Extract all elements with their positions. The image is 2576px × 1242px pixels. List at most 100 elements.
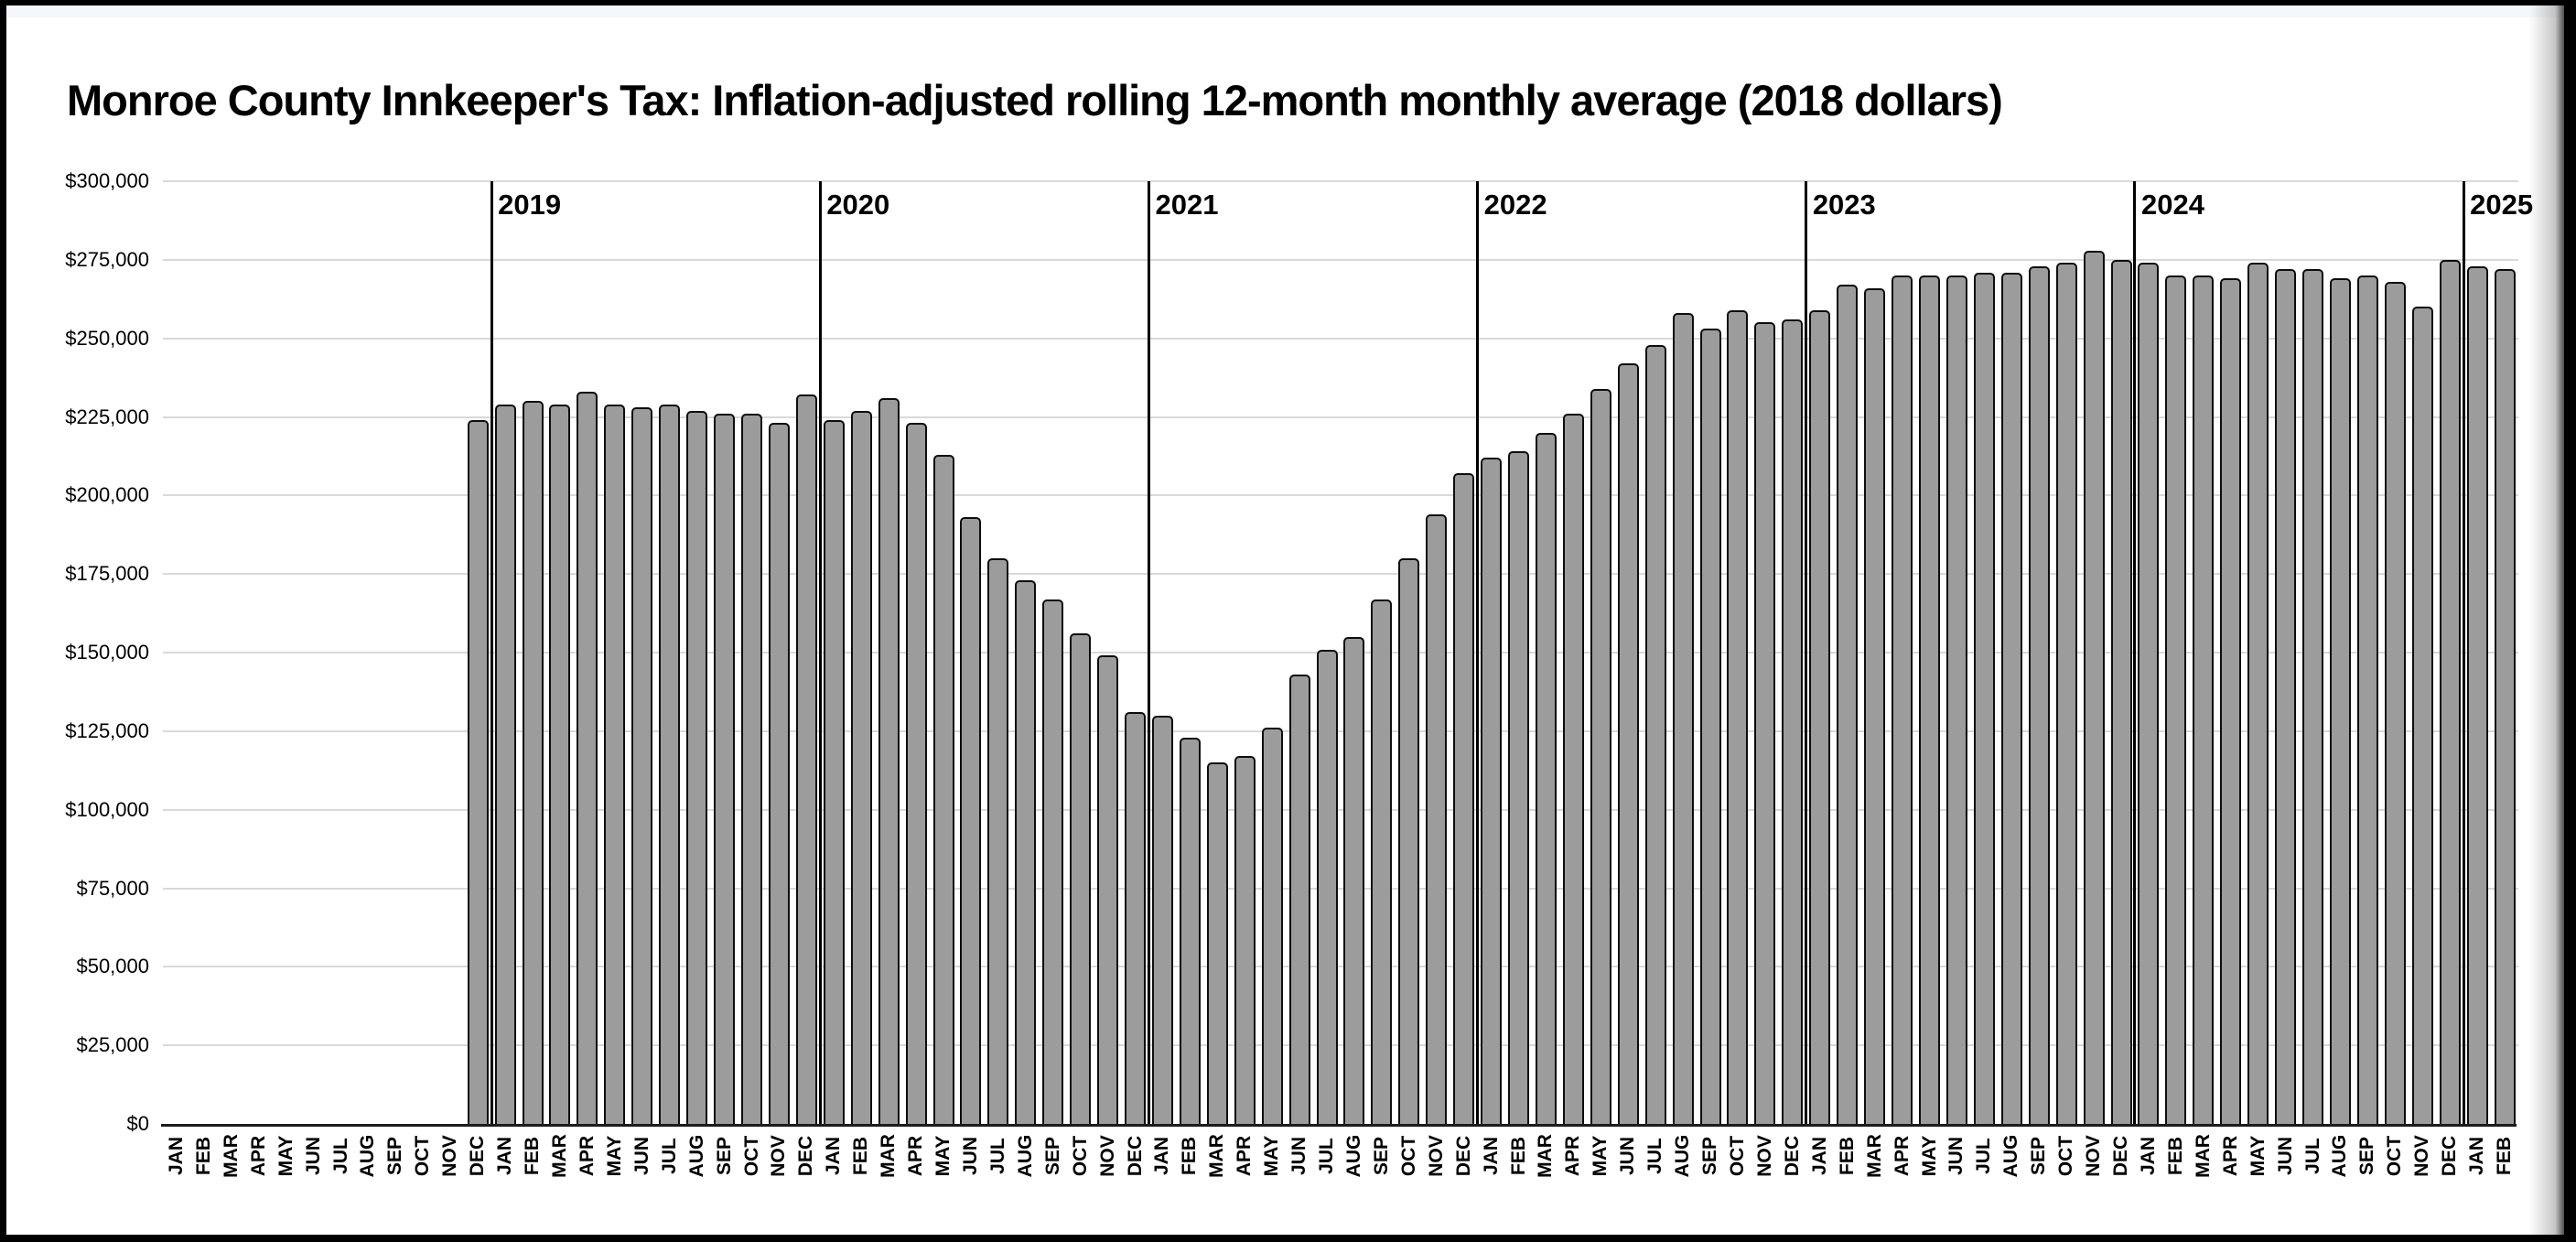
month-label: JUL (1644, 1138, 1666, 1174)
bar (1782, 319, 1804, 1124)
y-tick-label: $200,000 (65, 483, 149, 507)
gridline (163, 652, 2518, 653)
bar (2384, 282, 2406, 1124)
month-label: DEC (2439, 1135, 2461, 1177)
gridline (163, 573, 2518, 576)
month-label: AUG (2329, 1134, 2351, 1178)
x-axis-labels: JAN FEB MAR APR MAY JUN JUL AUG SEP OCT NOV DEC JAN F… (163, 1134, 2518, 1198)
y-tick-label: $100,000 (65, 797, 149, 821)
bar (850, 411, 872, 1124)
month-label: FEB (1507, 1137, 1529, 1175)
x-axis-line (161, 1124, 2517, 1127)
y-tick-label: $125,000 (65, 718, 149, 742)
bar (1206, 762, 1228, 1124)
bar (1125, 712, 1147, 1124)
month-label: OCT (412, 1135, 434, 1177)
bar (522, 401, 544, 1124)
bar (987, 558, 1009, 1124)
month-label: NOV (1753, 1135, 1775, 1177)
month-label: NOV (439, 1135, 461, 1177)
gridline (163, 808, 2518, 811)
bar (1151, 716, 1173, 1124)
y-tick-label: $300,000 (65, 169, 149, 192)
month-label: SEP (384, 1136, 406, 1176)
y-tick-label: $225,000 (65, 405, 149, 428)
month-label: OCT (2384, 1135, 2406, 1177)
month-label: MAY (1261, 1135, 1283, 1177)
y-tick-label: $175,000 (65, 562, 149, 586)
year-label: 2024 (2140, 189, 2204, 221)
month-label: JUN (959, 1137, 981, 1176)
y-tick-label: $275,000 (65, 247, 149, 271)
month-label: SEP (2356, 1136, 2378, 1176)
month-label: SEP (1041, 1136, 1063, 1176)
year-divider-line (2133, 181, 2137, 1124)
bar (2302, 269, 2324, 1124)
month-label: MAY (1590, 1135, 1611, 1177)
month-label: JAN (165, 1137, 187, 1176)
bar (631, 407, 653, 1124)
gridline (163, 494, 2518, 497)
year-label: 2022 (1483, 189, 1547, 221)
bar (2165, 275, 2187, 1124)
month-label: DEC (1452, 1135, 1474, 1177)
year-divider-line (1147, 181, 1150, 1124)
year-label: 2021 (1155, 189, 1219, 221)
bar (2000, 273, 2022, 1124)
month-label: SEP (2028, 1136, 2050, 1176)
month-label: JAN (1151, 1137, 1173, 1176)
month-label: SEP (1699, 1136, 1721, 1176)
year-divider-line (1805, 181, 1808, 1124)
bar (467, 420, 489, 1124)
gridline (163, 966, 2518, 968)
screenshot-page: Monroe County Innkeeper's Tax: Inflation… (6, 5, 2564, 1235)
bar (2356, 275, 2378, 1124)
month-label: FEB (1836, 1137, 1858, 1175)
month-label: JUN (1945, 1137, 1967, 1176)
bar (960, 517, 982, 1124)
month-label: DEC (1781, 1135, 1803, 1177)
bar (1042, 599, 1064, 1124)
month-label: MAR (1535, 1134, 1557, 1178)
bar (714, 414, 736, 1124)
gridline (163, 416, 2518, 418)
bar (2275, 269, 2297, 1124)
month-label: JAN (1480, 1137, 1502, 1176)
gridline (163, 337, 2518, 340)
month-label: JAN (2137, 1137, 2159, 1176)
bar (659, 405, 681, 1124)
month-label: JUN (2274, 1137, 2296, 1176)
bar (741, 414, 762, 1124)
bar (2055, 263, 2077, 1124)
year-divider-line (1476, 181, 1480, 1124)
bar (1371, 599, 1393, 1124)
year-label: 2020 (826, 189, 890, 221)
month-label: NOV (768, 1135, 790, 1177)
month-label: MAR (878, 1134, 900, 1178)
month-label: APR (576, 1135, 598, 1177)
month-label: OCT (2055, 1135, 2077, 1177)
month-label: JUL (1973, 1138, 1995, 1174)
month-label: MAR (220, 1134, 242, 1178)
bar (1070, 633, 1092, 1124)
bar (932, 455, 954, 1124)
screenshot-edge-shadow (2529, 5, 2564, 1235)
month-label: APR (905, 1135, 927, 1177)
month-label: OCT (1726, 1135, 1748, 1177)
bar (2494, 269, 2516, 1124)
bar (1343, 637, 1365, 1124)
month-label: JAN (1808, 1137, 1830, 1176)
month-label: JUN (1617, 1137, 1639, 1176)
bar (1617, 363, 1639, 1124)
month-label: FEB (2164, 1137, 2186, 1175)
bar (2329, 278, 2351, 1124)
month-label: NOV (1096, 1135, 1118, 1177)
bar (2193, 275, 2215, 1124)
month-label: NOV (2411, 1135, 2433, 1177)
bar (1453, 473, 1475, 1124)
month-label: APR (2219, 1135, 2241, 1177)
bar (795, 394, 817, 1124)
month-label: OCT (1397, 1135, 1419, 1177)
month-label: MAY (2247, 1135, 2269, 1177)
gridline (163, 258, 2518, 261)
